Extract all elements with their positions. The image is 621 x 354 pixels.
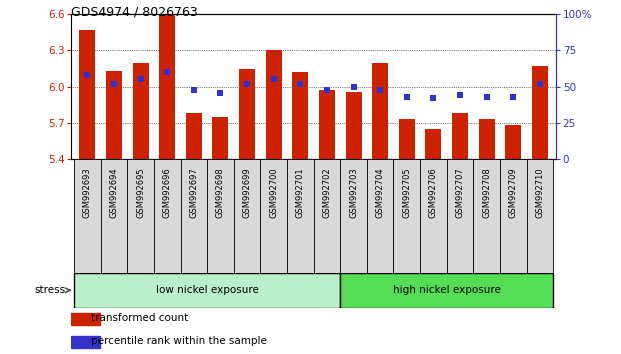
Text: GSM992705: GSM992705 [402, 167, 411, 218]
Text: high nickel exposure: high nickel exposure [392, 285, 501, 295]
Text: GSM992695: GSM992695 [136, 167, 145, 218]
Text: stress: stress [34, 285, 65, 295]
Point [455, 93, 465, 98]
Point [535, 81, 545, 87]
Bar [239, 69, 255, 159]
Bar [473, 159, 500, 273]
Bar [106, 71, 122, 159]
Text: GSM992709: GSM992709 [509, 167, 518, 218]
Text: GSM992701: GSM992701 [296, 167, 305, 218]
Bar [127, 159, 154, 273]
Text: GSM992699: GSM992699 [243, 167, 252, 218]
Point [189, 87, 199, 92]
Bar [367, 159, 394, 273]
Bar [425, 129, 442, 159]
Text: GSM992693: GSM992693 [83, 167, 92, 218]
Bar [266, 50, 282, 159]
Point [296, 81, 306, 87]
Bar [452, 113, 468, 159]
Bar [340, 159, 367, 273]
Text: GSM992698: GSM992698 [216, 167, 225, 218]
Bar [233, 159, 260, 273]
Text: low nickel exposure: low nickel exposure [156, 285, 258, 295]
Point [428, 96, 438, 101]
Text: GSM992704: GSM992704 [376, 167, 384, 218]
Point [83, 72, 93, 78]
Point [508, 94, 518, 100]
Bar [527, 159, 553, 273]
Bar [71, 313, 101, 325]
Bar [292, 72, 308, 159]
Bar [133, 63, 148, 159]
Bar [314, 159, 340, 273]
Point [482, 94, 492, 100]
Bar [181, 159, 207, 273]
Bar [154, 159, 181, 273]
Point [135, 77, 145, 82]
Bar [340, 273, 553, 308]
Bar [446, 159, 473, 273]
Bar [186, 113, 202, 159]
Point [375, 87, 385, 92]
Text: GSM992702: GSM992702 [322, 167, 332, 218]
Point [402, 94, 412, 100]
Bar [394, 159, 420, 273]
Text: GSM992696: GSM992696 [163, 167, 172, 218]
Text: GSM992707: GSM992707 [455, 167, 465, 218]
Point [269, 77, 279, 82]
Bar [101, 159, 127, 273]
Bar [260, 159, 287, 273]
Bar [420, 159, 446, 273]
Text: GSM992708: GSM992708 [482, 167, 491, 218]
Text: GSM992700: GSM992700 [269, 167, 278, 218]
Bar [345, 92, 361, 159]
Text: percentile rank within the sample: percentile rank within the sample [91, 336, 266, 346]
Bar [207, 159, 233, 273]
Text: GSM992710: GSM992710 [535, 167, 545, 218]
Bar [372, 63, 388, 159]
Bar [74, 159, 101, 273]
Bar [319, 90, 335, 159]
Text: GSM992694: GSM992694 [109, 167, 119, 218]
Bar [500, 159, 527, 273]
Point [348, 84, 358, 90]
Bar [79, 30, 96, 159]
Bar [71, 336, 101, 348]
Text: GDS4974 / 8026763: GDS4974 / 8026763 [71, 5, 198, 18]
Bar [287, 159, 314, 273]
Bar [399, 119, 415, 159]
Bar [532, 66, 548, 159]
Text: GSM992697: GSM992697 [189, 167, 198, 218]
Point [109, 81, 119, 87]
Point [162, 69, 172, 75]
Bar [74, 273, 340, 308]
Point [215, 90, 225, 95]
Point [322, 87, 332, 92]
Bar [479, 119, 494, 159]
Text: transformed count: transformed count [91, 313, 188, 323]
Bar [505, 125, 521, 159]
Text: GSM992703: GSM992703 [349, 167, 358, 218]
Bar [159, 14, 175, 159]
Text: GSM992706: GSM992706 [429, 167, 438, 218]
Bar [212, 117, 229, 159]
Point [242, 81, 252, 87]
